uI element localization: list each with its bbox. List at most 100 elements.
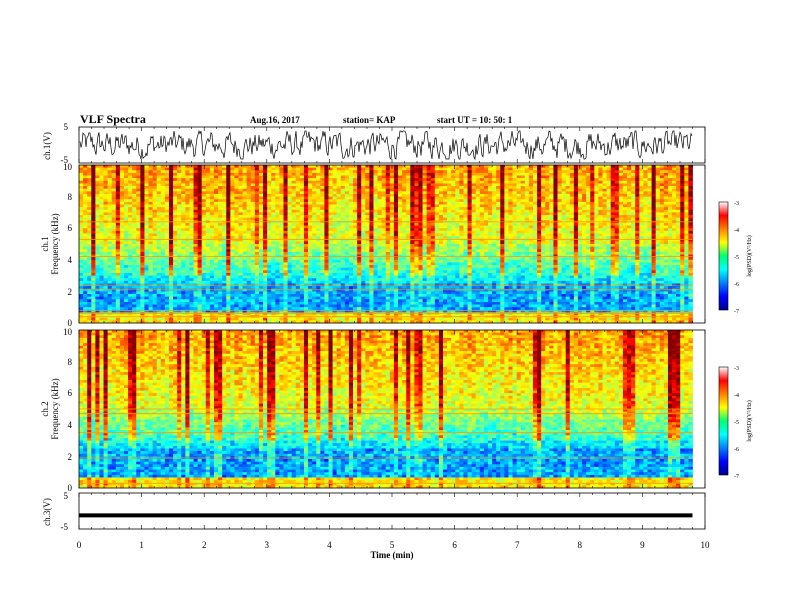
spectrogram-cell xyxy=(209,228,215,232)
spectrogram-cell xyxy=(152,183,158,187)
spectrogram-cell xyxy=(107,172,113,176)
spectrogram-cell xyxy=(250,249,256,253)
spectrogram-cell xyxy=(95,201,100,205)
spectrogram-cell xyxy=(557,222,562,226)
spectrogram-cell xyxy=(258,199,264,203)
spectrogram-cell xyxy=(565,241,571,245)
spectrogram-cell xyxy=(119,215,125,219)
spectrogram-cell xyxy=(406,170,411,174)
spectrogram-cell xyxy=(487,230,493,234)
spectrogram-cell xyxy=(83,217,88,221)
spectrogram-cell xyxy=(168,251,174,255)
spectrogram-cell xyxy=(622,186,628,190)
spectrogram-cell xyxy=(553,175,558,179)
spectrogram-cell xyxy=(111,238,117,242)
spectrogram-cell xyxy=(667,238,673,242)
spectrogram-cell xyxy=(275,178,280,182)
spectrogram-cell xyxy=(651,238,657,242)
spectrogram-cell xyxy=(659,172,665,176)
spectrogram-cell xyxy=(557,188,562,192)
spectrogram-cell xyxy=(672,165,677,169)
spectrogram-cell xyxy=(353,191,358,195)
spectrogram-cell xyxy=(275,183,280,187)
spectrogram-cell xyxy=(218,225,223,229)
spectrogram-cell xyxy=(496,196,501,200)
spectrogram-cell xyxy=(541,241,546,245)
spectrogram-cell xyxy=(152,193,158,197)
spectrogram-cell xyxy=(263,244,268,248)
spectrogram-cell xyxy=(299,209,305,213)
spectrogram-cell xyxy=(406,241,411,245)
spectrogram-cell xyxy=(238,201,243,205)
spectrogram-cell xyxy=(177,191,182,195)
spectrogram-cell xyxy=(385,212,391,216)
spectrogram-cell xyxy=(573,170,579,174)
spectrogram-cell xyxy=(406,172,411,176)
spectrogram-cell xyxy=(422,170,428,174)
spectrogram-cell xyxy=(594,175,599,179)
spectrogram-cell xyxy=(590,241,595,245)
spectrogram-cell xyxy=(414,209,419,213)
spectrogram-cell xyxy=(87,251,92,255)
spectrogram-cell xyxy=(279,170,284,174)
spectrogram-cell xyxy=(471,201,477,205)
spectrogram-cell xyxy=(275,201,280,205)
spectrogram-cell xyxy=(504,167,509,171)
spectrogram-cell xyxy=(479,244,485,248)
spectrogram-cell xyxy=(344,228,350,232)
spectrogram-cell xyxy=(107,230,113,234)
spectrogram-cell xyxy=(459,225,464,229)
spectrogram-cell xyxy=(565,222,571,226)
spectrogram-cell xyxy=(647,225,652,229)
spectrogram-cell xyxy=(361,246,366,250)
spectrogram-cell xyxy=(663,196,669,200)
spectrogram-cell xyxy=(426,217,432,221)
spectrogram-cell xyxy=(561,186,567,190)
spectrogram-cell xyxy=(136,209,141,213)
spectrogram-cell xyxy=(160,215,166,219)
spectrogram-cell xyxy=(369,222,374,226)
spectrogram-cell xyxy=(614,249,620,253)
spectrogram-cell xyxy=(287,228,293,232)
spectrogram-cell xyxy=(258,204,264,208)
spectrogram-cell xyxy=(222,251,227,255)
spectrogram-cell xyxy=(410,215,415,219)
spectrogram-cell xyxy=(246,178,252,182)
spectrogram-cell xyxy=(598,215,603,219)
spectrogram-cell xyxy=(561,228,567,232)
spectrogram-cell xyxy=(672,236,677,240)
spectrogram-cell xyxy=(181,180,186,184)
spectrogram-cell xyxy=(140,180,145,184)
spectrogram-cell xyxy=(275,167,280,171)
spectrogram-cell xyxy=(312,230,317,234)
spectrogram-cell xyxy=(504,209,509,213)
spectrogram-cell xyxy=(573,175,579,179)
spectrogram-cell xyxy=(594,238,599,242)
spectrogram-cell xyxy=(643,241,648,245)
spectrogram-cell xyxy=(618,230,624,234)
spectrogram-cell xyxy=(565,180,571,184)
spectrogram-cell xyxy=(500,183,505,187)
spectrogram-cell xyxy=(524,178,530,182)
spectrogram-cell xyxy=(312,199,317,203)
spectrogram-cell xyxy=(164,217,170,221)
spectrogram-cell xyxy=(320,249,325,253)
spectrogram-cell xyxy=(651,212,657,216)
spectrogram-cell xyxy=(148,183,154,187)
spectrogram-cell xyxy=(271,246,276,250)
spectrogram-cell xyxy=(426,191,432,195)
spectrogram-cell xyxy=(639,196,644,200)
spectrogram-cell xyxy=(500,170,505,174)
spectrogram-cell xyxy=(246,183,252,187)
spectrogram-cell xyxy=(340,167,346,171)
spectrogram-cell xyxy=(627,233,632,237)
spectrogram-cell xyxy=(553,204,558,208)
spectrogram-cell xyxy=(357,170,362,174)
spectrogram-cell xyxy=(83,186,88,190)
spectrogram-cell xyxy=(398,199,403,203)
spectrogram-cell xyxy=(209,193,215,197)
spectrogram-cell xyxy=(680,241,685,245)
spectrogram-cell xyxy=(614,191,620,195)
spectrogram-cell xyxy=(627,188,632,192)
spectrogram-cell xyxy=(267,175,272,179)
